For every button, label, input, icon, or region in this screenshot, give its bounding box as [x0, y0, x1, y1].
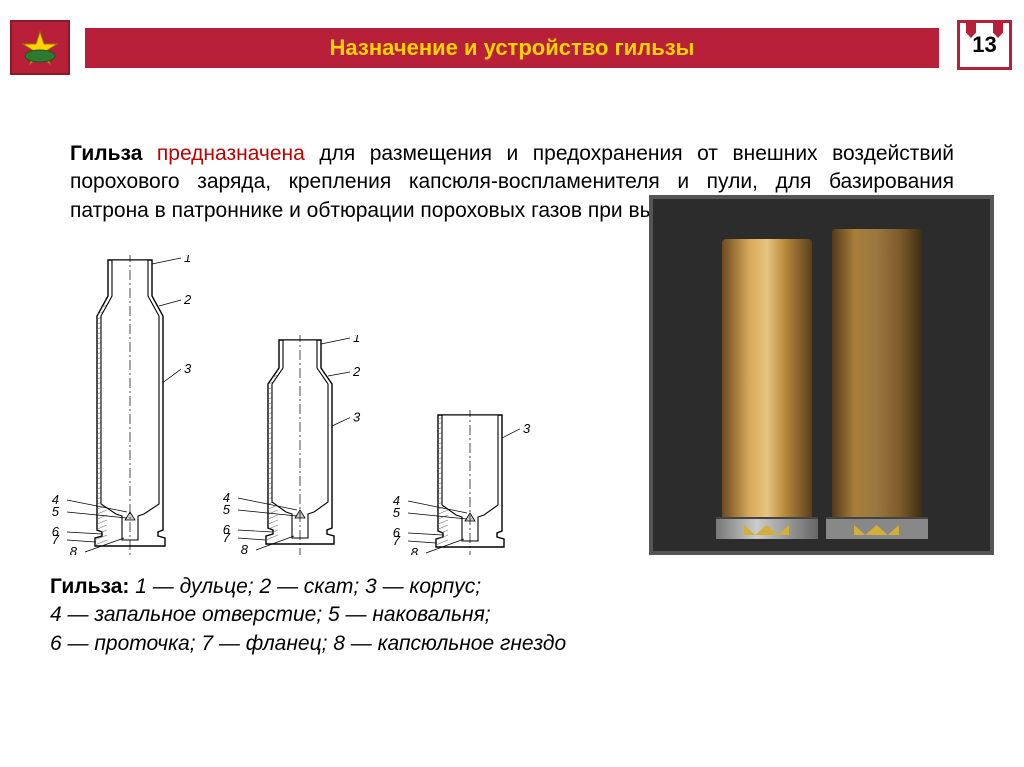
term-word: Гильза	[70, 142, 142, 165]
cartridge-case-1: 12345678	[220, 335, 370, 555]
photo-case-right	[832, 229, 922, 539]
title-bar: Назначение и устройство гильзы	[85, 28, 939, 68]
svg-text:7: 7	[223, 530, 231, 545]
svg-text:8: 8	[241, 542, 249, 555]
cartridge-case-2: 345678	[390, 410, 540, 555]
emblem-badge	[10, 20, 70, 75]
legend-line-2: 4 — запальное отверстие; 5 — наковальня;	[50, 603, 491, 626]
svg-text:7: 7	[52, 532, 60, 547]
figure-row: 12345678 12345678 345678	[0, 225, 1024, 555]
legend-line-1: 1 — дульце; 2 — скат; 3 — корпус;	[129, 575, 481, 598]
page-number-badge: 13	[957, 20, 1012, 70]
photo-case-left	[722, 239, 812, 539]
svg-text:2: 2	[352, 364, 361, 379]
slide-header: Назначение и устройство гильзы 13	[0, 0, 1024, 80]
svg-text:3: 3	[353, 410, 361, 425]
legend-head: Гильза:	[50, 575, 129, 598]
svg-text:3: 3	[523, 421, 531, 436]
term-verb: предназначена	[142, 142, 319, 165]
svg-text:5: 5	[223, 502, 231, 517]
svg-text:8: 8	[70, 544, 78, 555]
cartridge-diagrams: 12345678 12345678 345678	[50, 255, 540, 555]
cartridge-photo	[649, 195, 994, 555]
svg-text:3: 3	[184, 361, 192, 376]
cartridge-case-0: 12345678	[50, 255, 200, 555]
page-number: 13	[972, 32, 996, 58]
svg-text:7: 7	[393, 533, 401, 548]
svg-text:2: 2	[183, 292, 192, 307]
figure-legend: Гильза: 1 — дульце; 2 — скат; 3 — корпус…	[0, 555, 1024, 658]
svg-text:1: 1	[353, 335, 360, 345]
slide-title: Назначение и устройство гильзы	[330, 35, 695, 61]
svg-text:1: 1	[184, 255, 191, 265]
svg-text:5: 5	[393, 505, 401, 520]
emblem-icon	[20, 30, 60, 66]
svg-text:5: 5	[52, 504, 60, 519]
legend-line-3: 6 — проточка; 7 — фланец; 8 — капсюльное…	[50, 632, 566, 655]
svg-text:8: 8	[411, 545, 419, 555]
